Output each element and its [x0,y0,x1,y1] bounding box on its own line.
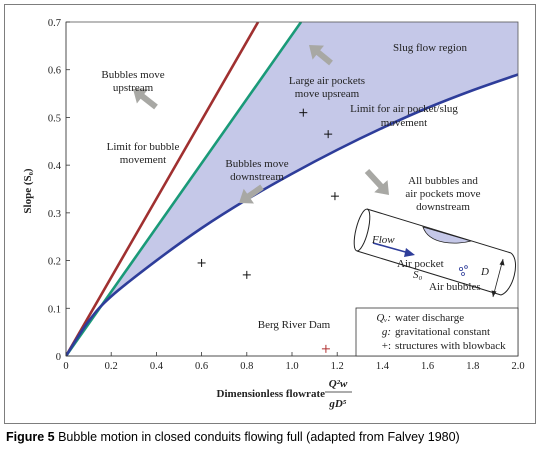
x-tick-label: 1.0 [285,361,298,372]
y-tick-label: 0.2 [48,257,61,268]
blowback-point [330,192,339,201]
pipe-bottom-edge [356,250,502,296]
inset-diameter-label: D [480,266,489,278]
diameter-marker-top-head [499,259,505,266]
x-axis-label: Dimensionless flowrate [217,388,326,400]
arrow-up-left-2 [309,45,333,66]
blowback-point [242,270,251,279]
figure-frame: 0 0.2 0.4 0.6 0.8 1.0 1.2 1.4 1.6 1.8 2.0 0 0.1 0.2 0.… [4,4,536,424]
bubble-limit-line [66,22,260,356]
inset-slope-label: S₀ [413,269,423,281]
y-tick-label: 0.7 [48,18,61,29]
annotation-limit-bubble-1: Limit for bubble [107,141,180,153]
y-tick-label: 0.3 [48,209,61,220]
y-tick-label: 0 [56,352,61,363]
annotation-all-bubbles-2: air pockets move [405,188,480,200]
pipe-left-end [353,208,371,252]
flow-arrow-head [404,248,415,257]
legend-symbol: +: [382,340,391,352]
legend-box [355,307,519,357]
legend-symbol: Qᵥ: [376,312,391,324]
annotation-limit-pocket-2: movement [381,117,427,129]
pipe-inset: Flow Air pocket S₀ Air bubbles D [353,208,516,298]
legend-symbol: g: [382,326,391,338]
slug-limit-curve [66,73,518,356]
annotation-all-bubbles-3: downstream [416,201,470,213]
x-tick-label: 1.8 [466,361,479,372]
y-tick-label: 0.4 [48,161,62,172]
x-axis-formula-denominator: gD⁵ [328,398,346,410]
x-tick-label: 2.0 [511,361,524,372]
annotation-all-bubbles-1: All bubbles and [408,175,478,187]
legend-text: structures with blowback [395,340,506,352]
air-pocket-shape [422,226,473,244]
blowback-point [299,108,308,117]
figure-caption: Figure 5 Bubble motion in closed conduit… [6,430,460,444]
flow-arrow [372,242,410,254]
diameter-marker-bottom-head [491,290,497,297]
y-axis-label: Slope (S₀) [22,168,34,214]
x-tick-label: 1.2 [331,361,344,372]
blowback-point [324,130,333,139]
annotation-bubbles-upstream-2: upstream [113,82,154,94]
y-tick-label: 0.1 [48,304,61,315]
diameter-marker [492,258,504,298]
y-tick-label: 0.6 [48,66,61,77]
blowback-point [197,258,206,267]
annotation-large-pockets-2: move upsream [295,88,360,100]
pipe-body [357,209,511,295]
pipe-right-end [500,252,516,296]
annotation-large-pockets-1: Large air pockets [289,75,365,87]
annotation-bubbles-downstream-1: Bubbles move [225,158,288,170]
berg-river-dam-label: Berg River Dam [258,319,331,331]
air-bubble [458,266,463,271]
x-tick-label: 0.6 [195,361,208,372]
pipe-top-edge [366,208,512,254]
inset-air-bubbles-label: Air bubbles [429,281,481,293]
air-bubble [461,272,465,276]
annotation-slug-region: Slug flow region [393,42,467,54]
caption-text: Bubble motion in closed conduits flowing… [54,430,460,444]
x-tick-label: 0.2 [105,361,118,372]
chart: 0 0.2 0.4 0.6 0.8 1.0 1.2 1.4 1.6 1.8 2.0 0 0.1 0.2 0.… [22,18,525,410]
legend-text: gravitational constant [395,326,490,338]
y-tick-label: 0.5 [48,113,61,124]
x-tick-label: 0.4 [150,361,164,372]
x-tick-label: 0 [63,361,68,372]
inset-air-pocket-label: Air pocket [397,258,444,270]
air-bubble [464,265,468,269]
arrow-down-left [239,184,264,204]
x-tick-label: 1.6 [421,361,434,372]
annotation-bubbles-downstream-2: downstream [230,171,284,183]
caption-figure-number: Figure 5 [6,430,55,444]
x-tick-label: 0.8 [240,361,253,372]
annotation-limit-pocket-1: Limit for air pocket/slug [350,103,458,115]
berg-river-dam-point [321,344,330,353]
arrow-down-right [364,168,389,195]
x-tick-label: 1.4 [376,361,390,372]
slug-flow-region [66,22,518,356]
annotation-bubbles-upstream-1: Bubbles move [101,69,164,81]
x-axis-formula-numerator: Q²w [329,378,348,390]
annotation-limit-bubble-2: movement [120,154,166,166]
arrow-up-left-1 [133,89,158,110]
legend: Qᵥ: water discharge g: gravitational con… [355,307,519,357]
legend-text: water discharge [395,312,464,324]
inset-flow-label: Flow [371,234,395,246]
